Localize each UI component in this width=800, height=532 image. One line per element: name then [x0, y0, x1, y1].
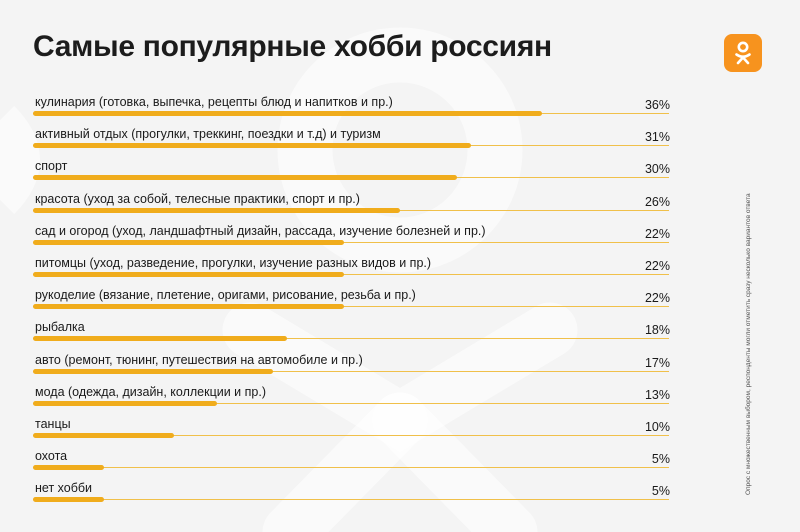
value-label: 10% — [644, 420, 670, 434]
value-label: 22% — [644, 291, 670, 306]
category-label: танцы — [35, 417, 71, 431]
bar-track — [33, 467, 669, 469]
bar — [33, 433, 175, 438]
chart-row: питомцы (уход, разведение, прогулки, изу… — [33, 256, 673, 286]
value-label: 18% — [644, 323, 670, 338]
bar-track — [33, 306, 669, 308]
value-label: 17% — [644, 355, 670, 370]
category-label: мода (одежда, дизайн, коллекции и пр.) — [35, 384, 266, 399]
bar — [33, 497, 104, 503]
survey-footnote: Опрос с множественным выбором, респонден… — [745, 193, 752, 495]
category-label: рыбалка — [35, 320, 85, 335]
bar — [33, 465, 104, 471]
bar-track — [33, 499, 669, 501]
value-label: 36% — [644, 98, 670, 112]
bar-track — [33, 241, 669, 243]
chart-title: Самые популярные хобби россиян — [33, 30, 552, 63]
odnoklassniki-logo-icon — [724, 34, 762, 72]
chart-row: кулинария (готовка, выпечка, рецепты блю… — [33, 95, 673, 125]
category-label: авто (ремонт, тюнинг, путешествия на авт… — [35, 352, 363, 367]
category-label: кулинария (готовка, выпечка, рецепты блю… — [35, 95, 393, 109]
chart-row: сад и огород (уход, ландшафтный дизайн, … — [33, 224, 673, 254]
chart-row: рукоделие (вязание, плетение, оригами, р… — [33, 288, 673, 318]
category-label: рукоделие (вязание, плетение, оригами, р… — [35, 288, 416, 303]
category-label: сад и огород (уход, ландшафтный дизайн, … — [35, 223, 486, 238]
bar — [33, 111, 542, 116]
value-label: 31% — [644, 130, 670, 145]
bar — [33, 175, 457, 181]
value-label: 13% — [644, 387, 670, 402]
category-label: питомцы (уход, разведение, прогулки, изу… — [35, 256, 432, 270]
chart-row: красота (уход за собой, телесные практик… — [33, 192, 673, 222]
bar — [33, 272, 344, 277]
bar — [33, 400, 217, 406]
chart-row: активный отдых (прогулки, треккинг, поез… — [33, 127, 673, 157]
chart-row: спорт 30% — [33, 159, 673, 189]
category-label: спорт — [35, 159, 68, 174]
category-label: красота (уход за собой, телесные практик… — [35, 191, 360, 206]
value-label: 5% — [651, 452, 670, 467]
value-label: 5% — [651, 484, 670, 499]
bar-track — [33, 402, 669, 404]
bar-track — [33, 274, 669, 275]
bar-track — [33, 338, 669, 340]
bar — [33, 336, 288, 342]
bar-track — [33, 370, 669, 372]
category-label: нет хобби — [35, 481, 93, 496]
value-label: 22% — [644, 226, 670, 241]
value-label: 30% — [644, 162, 670, 177]
chart-row: рыбалка 18% — [33, 320, 673, 350]
chart-row: охота 5% — [33, 449, 673, 479]
value-label: 26% — [644, 194, 670, 209]
chart-row: танцы 10% — [33, 417, 673, 447]
chart-row: мода (одежда, дизайн, коллекции и пр.) 13… — [33, 385, 673, 415]
category-label: активный отдых (прогулки, треккинг, поез… — [35, 127, 381, 142]
bar — [33, 368, 274, 374]
bar-track — [33, 435, 669, 436]
bar — [33, 143, 472, 149]
value-label: 22% — [644, 259, 670, 273]
chart-row: авто (ремонт, тюнинг, путешествия на авт… — [33, 353, 673, 383]
bar — [33, 304, 344, 310]
bar — [33, 239, 344, 245]
chart-row: нет хобби 5% — [33, 481, 673, 511]
bar — [33, 207, 401, 213]
category-label: охота — [35, 449, 68, 464]
